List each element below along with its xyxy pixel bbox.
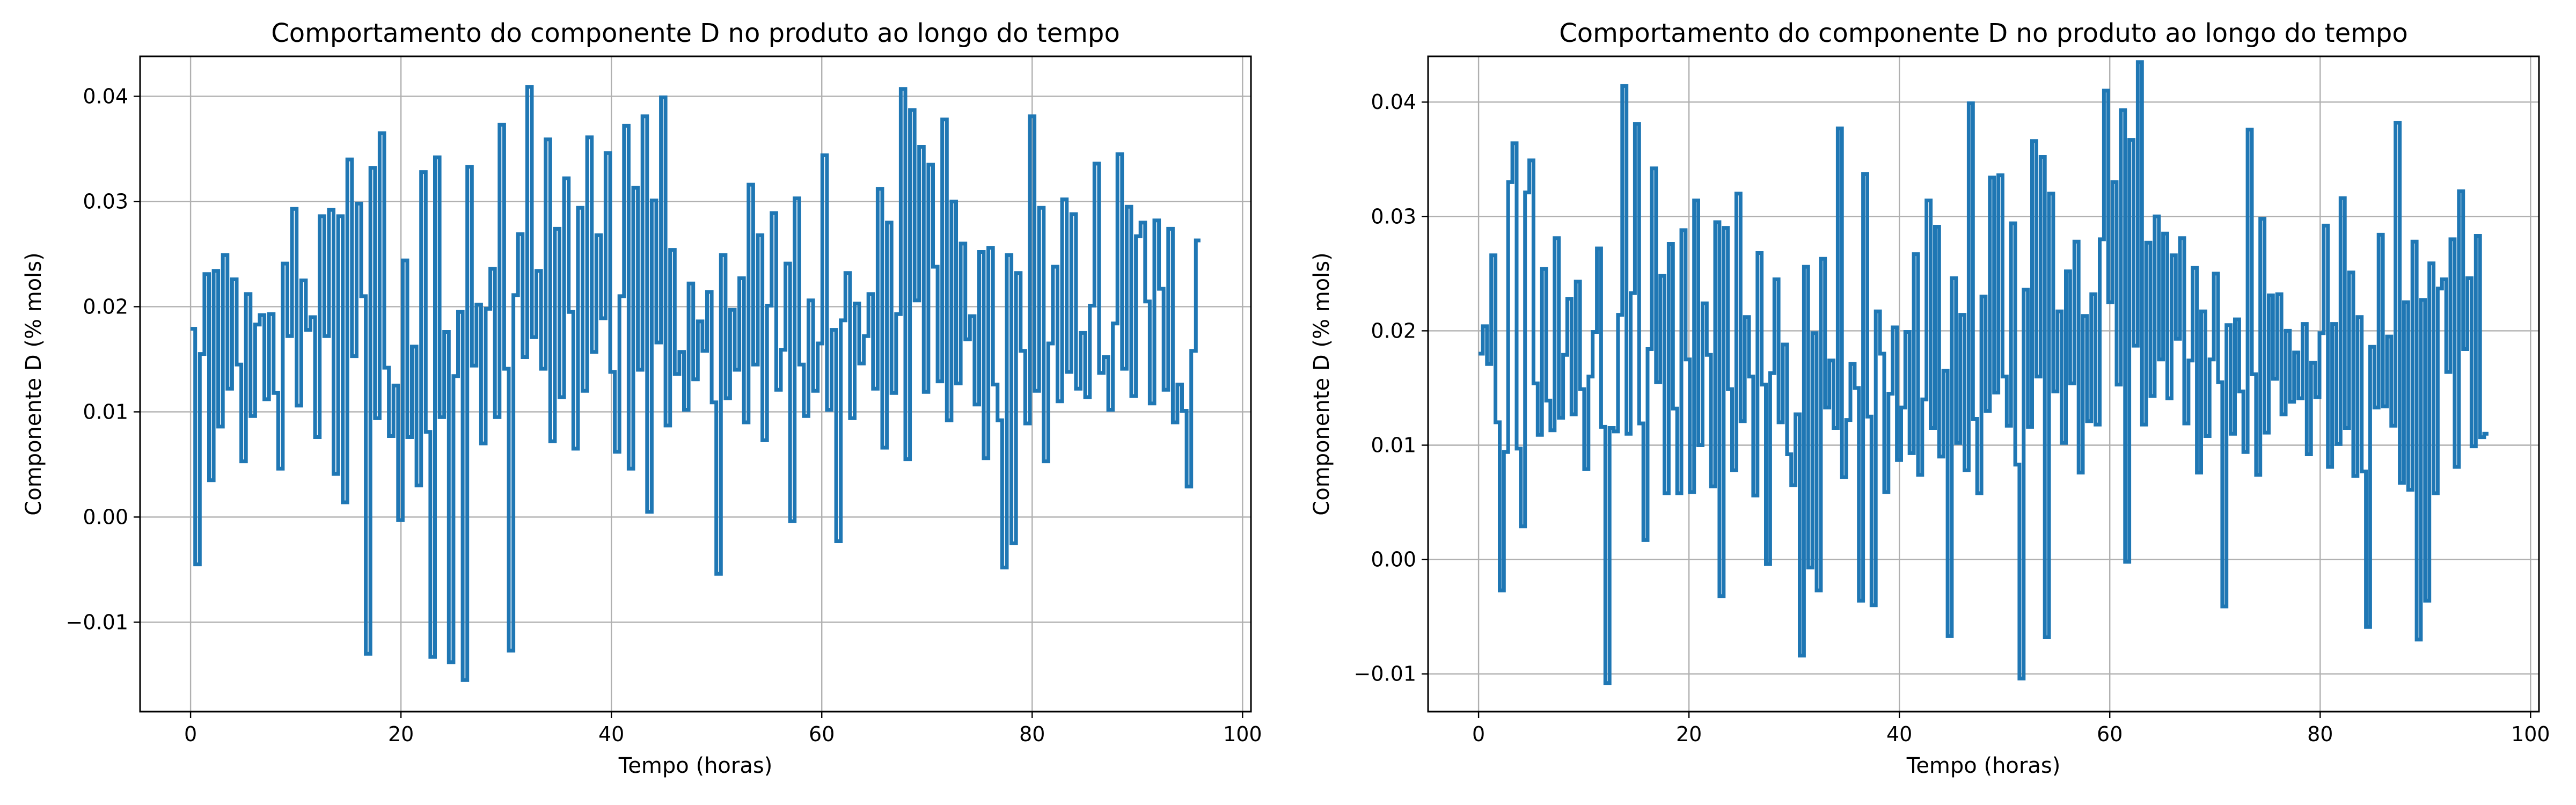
- x-tick-label: 60: [809, 722, 835, 746]
- y-tick-label: −0.01: [1354, 662, 1416, 686]
- x-tick-label: 40: [598, 722, 624, 746]
- plot-frame: [139, 55, 1252, 713]
- y-axis-label: Componente D (% mols): [1309, 252, 1334, 515]
- chart-title: Comportamento do componente D no produto…: [271, 18, 1119, 48]
- x-tick-label: 20: [1676, 722, 1702, 746]
- y-tick-label: 0.01: [1371, 434, 1416, 457]
- x-tick-label: 100: [1223, 722, 1262, 746]
- series-line: [191, 85, 1201, 682]
- series-line: [1479, 60, 2489, 685]
- y-axis-label: Componente D (% mols): [21, 252, 46, 515]
- y-tick-label: 0.00: [83, 505, 128, 529]
- x-tick-label: 0: [184, 722, 197, 746]
- chart-panel-2: 0 20 40 60 80 100 −0.01 0.00 0.01 0.02 0.03 0.04 Com…: [1309, 18, 2550, 778]
- x-tick-label: 80: [1019, 722, 1045, 746]
- y-tick-label: 0.02: [83, 295, 128, 318]
- x-axis-label: Tempo (horas): [1906, 753, 2061, 778]
- y-tick-label: 0.02: [1371, 319, 1416, 342]
- x-axis-label: Tempo (horas): [618, 753, 773, 778]
- x-tick-label: 100: [2511, 722, 2550, 746]
- y-tick-label: 0.00: [1371, 548, 1416, 572]
- y-tick-label: 0.03: [1371, 204, 1416, 228]
- y-tick-label: −0.01: [66, 610, 128, 634]
- x-tick-label: 20: [388, 722, 414, 746]
- x-tick-label: 80: [2307, 722, 2333, 746]
- plot-frame: [1427, 55, 2540, 713]
- y-tick-label: 0.03: [83, 189, 128, 213]
- chart-panel-1: 0 20 40 60 80 100 −0.01 0.00 0.01 0.02 0.03 0.04 Com…: [21, 18, 1262, 778]
- x-tick-label: 40: [1886, 722, 1912, 746]
- chart-title: Comportamento do componente D no produto…: [1559, 18, 2407, 48]
- y-tick-label: 0.04: [83, 84, 128, 108]
- x-tick-label: 0: [1472, 722, 1485, 746]
- x-tick-label: 60: [2097, 722, 2123, 746]
- y-tick-label: 0.04: [1371, 90, 1416, 114]
- y-tick-label: 0.01: [83, 400, 128, 423]
